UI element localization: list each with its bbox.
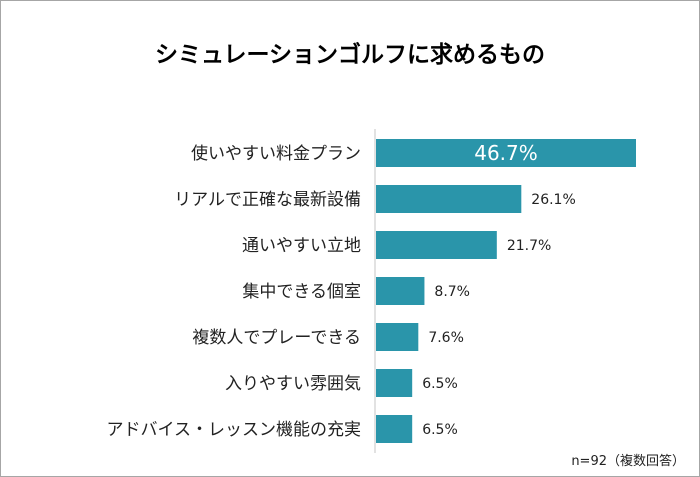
data-label: 6.5% <box>422 376 458 392</box>
sample-note: n=92（複数回答） <box>571 454 685 469</box>
category-label: 集中できる個室 <box>242 282 361 302</box>
category-label: リアルで正確な最新設備 <box>174 190 361 210</box>
bar <box>376 415 413 443</box>
category-label: 入りやすい雰囲気 <box>225 374 361 394</box>
data-label: 21.7% <box>507 238 551 254</box>
bar <box>376 139 636 167</box>
category-label: 複数人でプレーできる <box>192 328 361 348</box>
bar <box>376 277 425 305</box>
category-label: 通いやすい立地 <box>242 236 361 256</box>
data-label: 7.6% <box>428 330 464 346</box>
bar <box>376 231 497 259</box>
chart-title: シミュレーションゴルフに求めるもの <box>154 42 546 68</box>
data-label: 26.1% <box>531 192 575 208</box>
bar <box>376 369 413 397</box>
category-label: アドバイス・レッスン機能の充実 <box>107 420 362 440</box>
data-label: 8.7% <box>434 284 470 300</box>
category-label: 使いやすい料金プラン <box>191 143 361 164</box>
bar <box>376 323 419 351</box>
data-label: 6.5% <box>422 422 458 438</box>
bar <box>376 185 522 213</box>
data-label: 46.7% <box>474 141 538 165</box>
